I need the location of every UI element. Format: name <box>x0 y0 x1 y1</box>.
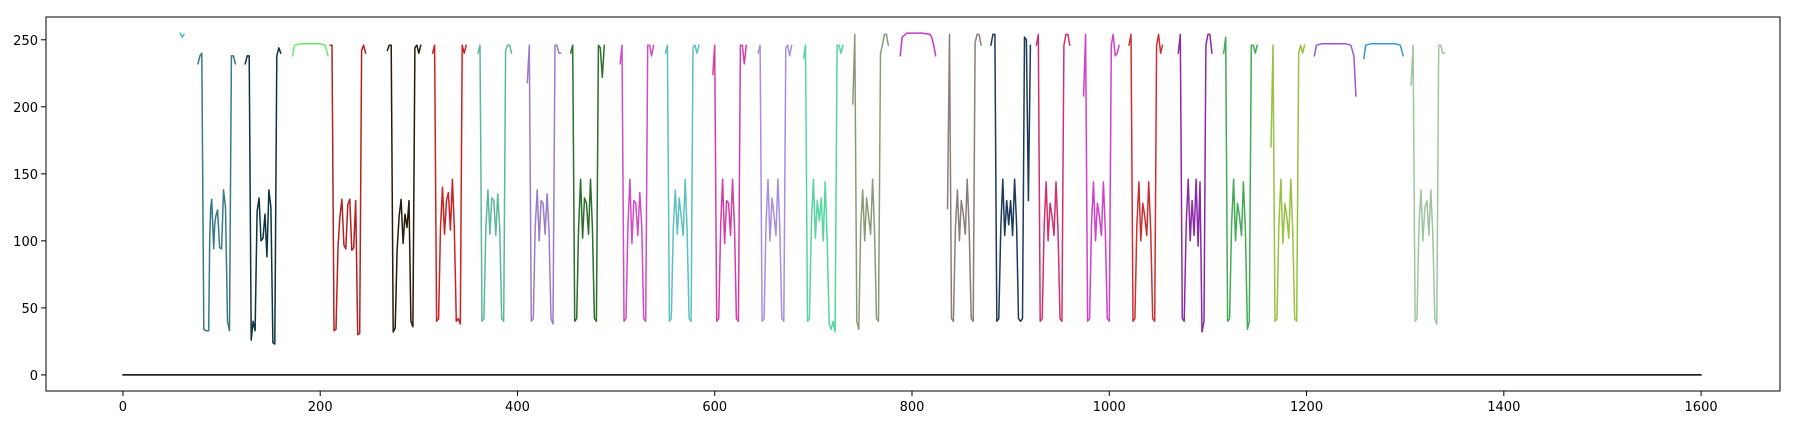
x-tick-label: 200 <box>308 400 333 415</box>
x-tick-label: 1600 <box>1685 400 1718 415</box>
series-line-24 <box>1222 36 1258 331</box>
ticks-layer: 0 200 400 600 800 1000 1200 1400 1600 0 50 100 150 20… <box>13 34 1717 415</box>
series-line-10 <box>569 44 606 323</box>
series-line-3 <box>244 47 282 345</box>
y-tick-label: 150 <box>13 168 38 183</box>
series-line-14 <box>757 44 793 323</box>
axes-frame <box>45 16 1781 392</box>
series-line-16 <box>852 33 890 331</box>
y-tick-label: 100 <box>13 235 38 250</box>
series-line-17 <box>899 32 937 57</box>
series-line-12 <box>664 44 700 323</box>
series-line-1 <box>179 32 185 38</box>
x-tick-label: 400 <box>505 400 530 415</box>
series-line-5 <box>329 44 367 336</box>
series-line-21 <box>1082 33 1120 323</box>
x-tick-label: 1000 <box>1093 400 1126 415</box>
series-line-22 <box>1128 33 1164 323</box>
y-tick-label: 250 <box>13 34 38 49</box>
series-line-18 <box>946 33 982 323</box>
y-tick-label: 0 <box>30 369 38 384</box>
series-line-19 <box>990 33 1032 323</box>
x-tick-label: 0 <box>119 400 127 415</box>
x-tick-label: 1400 <box>1487 400 1520 415</box>
series-line-9 <box>526 44 562 325</box>
series-line-28 <box>1410 44 1446 325</box>
series-line-7 <box>431 44 467 325</box>
series-line-6 <box>386 44 422 333</box>
series-line-15 <box>802 44 844 333</box>
series-line-23 <box>1177 33 1213 333</box>
series-line-11 <box>619 44 655 323</box>
x-tick-label: 600 <box>702 400 727 415</box>
series-layer <box>122 32 1702 376</box>
series-line-8 <box>477 44 513 323</box>
x-tick-label: 800 <box>900 400 925 415</box>
series-line-4 <box>291 43 329 57</box>
y-tick-label: 50 <box>21 302 38 317</box>
series-line-26 <box>1313 43 1357 97</box>
series-line-13 <box>712 44 748 323</box>
series-line-20 <box>1035 33 1071 323</box>
x-tick-label: 1200 <box>1290 400 1323 415</box>
series-line-27 <box>1363 43 1404 60</box>
series-line-2 <box>197 52 237 332</box>
y-tick-label: 200 <box>13 101 38 116</box>
series-line-25 <box>1270 44 1306 323</box>
